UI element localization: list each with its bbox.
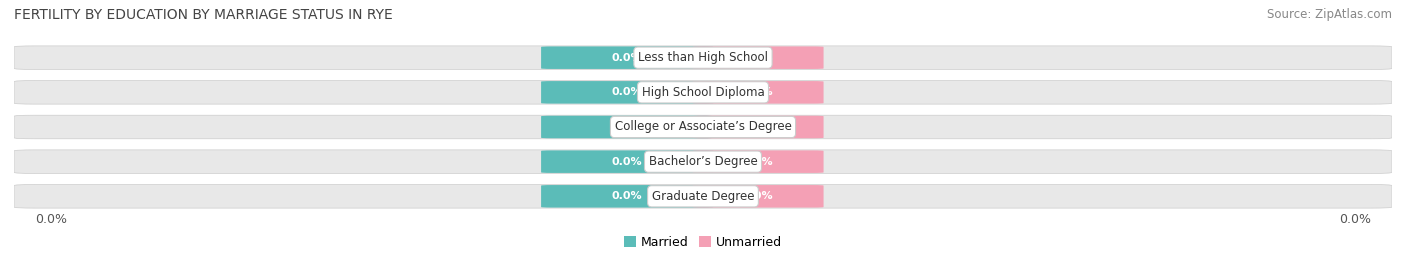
FancyBboxPatch shape	[693, 185, 824, 208]
Text: Less than High School: Less than High School	[638, 51, 768, 64]
FancyBboxPatch shape	[541, 185, 713, 208]
Text: 0.0%: 0.0%	[742, 191, 773, 201]
Text: 0.0%: 0.0%	[1340, 213, 1371, 226]
FancyBboxPatch shape	[14, 185, 1392, 208]
FancyBboxPatch shape	[541, 81, 713, 104]
FancyBboxPatch shape	[541, 150, 713, 173]
FancyBboxPatch shape	[693, 47, 824, 69]
FancyBboxPatch shape	[14, 150, 1392, 174]
Text: High School Diploma: High School Diploma	[641, 86, 765, 99]
Text: 0.0%: 0.0%	[612, 53, 643, 63]
FancyBboxPatch shape	[14, 115, 1392, 139]
Text: 0.0%: 0.0%	[742, 53, 773, 63]
FancyBboxPatch shape	[541, 47, 713, 69]
Text: Graduate Degree: Graduate Degree	[652, 190, 754, 203]
Text: 0.0%: 0.0%	[35, 213, 66, 226]
Legend: Married, Unmarried: Married, Unmarried	[619, 231, 787, 254]
Text: 0.0%: 0.0%	[612, 157, 643, 167]
Text: 0.0%: 0.0%	[742, 87, 773, 97]
FancyBboxPatch shape	[693, 116, 824, 138]
FancyBboxPatch shape	[14, 80, 1392, 104]
FancyBboxPatch shape	[693, 150, 824, 173]
Text: 0.0%: 0.0%	[612, 87, 643, 97]
Text: 0.0%: 0.0%	[742, 122, 773, 132]
Text: College or Associate’s Degree: College or Associate’s Degree	[614, 121, 792, 133]
Text: Source: ZipAtlas.com: Source: ZipAtlas.com	[1267, 8, 1392, 21]
Text: Bachelor’s Degree: Bachelor’s Degree	[648, 155, 758, 168]
Text: 0.0%: 0.0%	[612, 122, 643, 132]
FancyBboxPatch shape	[693, 81, 824, 104]
FancyBboxPatch shape	[541, 116, 713, 138]
FancyBboxPatch shape	[14, 46, 1392, 69]
Text: 0.0%: 0.0%	[742, 157, 773, 167]
Text: 0.0%: 0.0%	[612, 191, 643, 201]
Text: FERTILITY BY EDUCATION BY MARRIAGE STATUS IN RYE: FERTILITY BY EDUCATION BY MARRIAGE STATU…	[14, 8, 392, 22]
